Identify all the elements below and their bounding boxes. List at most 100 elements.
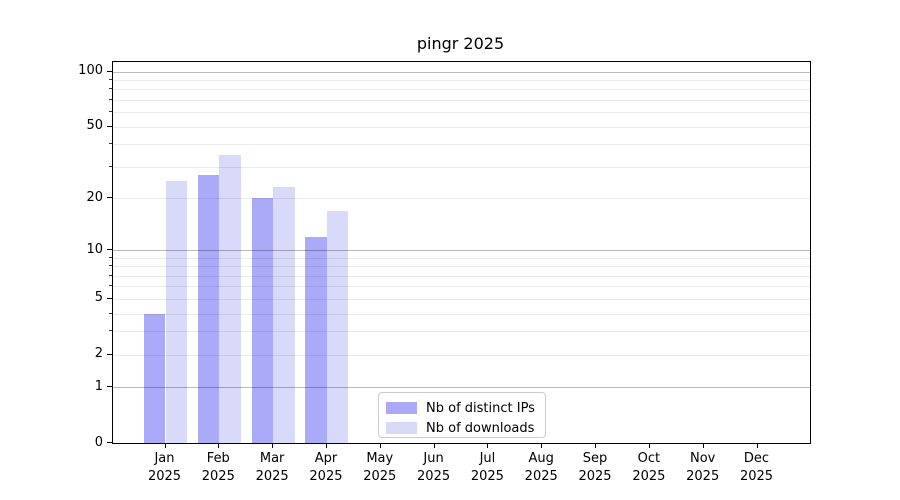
gridline-minor-5 bbox=[113, 298, 810, 300]
y-tick-20 bbox=[107, 197, 112, 199]
y-minortick-30 bbox=[109, 165, 112, 167]
y-tick-label-5: 5 bbox=[94, 290, 103, 306]
bar-downloads-feb bbox=[219, 154, 241, 443]
x-tick-month: Mar bbox=[259, 451, 285, 466]
bar-downloads-mar bbox=[273, 187, 295, 443]
legend-item-downloads: Nb of downloads bbox=[386, 420, 545, 436]
y-minortick-70 bbox=[109, 99, 112, 101]
gridline-major-10 bbox=[113, 250, 810, 252]
gridline-minor-80 bbox=[113, 89, 810, 91]
x-tick-year: 2025 bbox=[147, 468, 182, 484]
y-minortick-6 bbox=[109, 285, 112, 287]
x-tick-feb bbox=[218, 443, 220, 448]
bar-downloads-apr bbox=[326, 210, 349, 443]
x-tick-label-jul: Jul 2025 bbox=[447, 450, 527, 485]
gridline-minor-20 bbox=[113, 198, 810, 200]
gridline-minor-9 bbox=[113, 257, 810, 259]
bar-ips-apr bbox=[305, 236, 327, 443]
x-tick-label-feb: Feb 2025 bbox=[178, 450, 258, 485]
y-tick-label-2: 2 bbox=[94, 346, 103, 362]
x-tick-year: 2025 bbox=[309, 468, 343, 484]
x-tick-label-oct: Oct 2025 bbox=[609, 450, 689, 485]
y-tick-label-10: 10 bbox=[86, 241, 103, 257]
y-minortick-40 bbox=[109, 143, 112, 145]
x-tick-oct bbox=[648, 443, 650, 448]
y-tick-2 bbox=[107, 353, 112, 355]
gridline-minor-8 bbox=[113, 266, 810, 268]
x-tick-year: 2025 bbox=[417, 468, 451, 484]
x-tick-apr bbox=[325, 443, 327, 448]
x-tick-year: 2025 bbox=[201, 468, 235, 484]
x-tick-jun bbox=[433, 443, 435, 448]
legend: Nb of distinct IPs Nb of downloads bbox=[378, 392, 546, 438]
x-tick-sep bbox=[595, 443, 597, 448]
y-tick-10 bbox=[107, 249, 112, 251]
gridline-major-100 bbox=[113, 71, 810, 73]
y-minortick-90 bbox=[109, 79, 112, 81]
legend-swatch-distinct-ips bbox=[386, 402, 417, 414]
y-tick-1 bbox=[107, 386, 112, 388]
gridline-minor-50 bbox=[113, 126, 810, 128]
x-tick-label-jan: Jan 2025 bbox=[125, 450, 205, 485]
gridline-minor-70 bbox=[113, 100, 810, 102]
gridline-minor-30 bbox=[113, 166, 810, 168]
x-tick-year: 2025 bbox=[255, 468, 289, 484]
x-tick-month: Jul bbox=[479, 451, 496, 466]
legend-item-distinct-ips: Nb of distinct IPs bbox=[386, 400, 545, 416]
x-tick-year: 2025 bbox=[632, 468, 666, 484]
bar-downloads-jan bbox=[165, 180, 188, 443]
x-tick-month: Aug bbox=[528, 451, 554, 466]
x-tick-label-jun: Jun 2025 bbox=[394, 450, 474, 485]
y-tick-label-0: 0 bbox=[94, 434, 103, 450]
x-tick-month: Jan bbox=[154, 451, 175, 466]
legend-swatch-downloads bbox=[386, 422, 417, 434]
x-tick-month: May bbox=[366, 451, 394, 466]
bar-ips-mar bbox=[251, 198, 274, 443]
x-tick-nov bbox=[702, 443, 704, 448]
y-tick-5 bbox=[107, 297, 112, 299]
x-tick-dec bbox=[756, 443, 758, 448]
y-minortick-9 bbox=[109, 256, 112, 258]
x-tick-may bbox=[379, 443, 381, 448]
x-tick-month: Apr bbox=[314, 451, 338, 466]
gridline-minor-3 bbox=[113, 331, 810, 333]
x-tick-year: 2025 bbox=[686, 468, 720, 484]
x-tick-month: Dec bbox=[743, 451, 770, 466]
gridline-minor-40 bbox=[113, 144, 810, 146]
x-tick-label-nov: Nov 2025 bbox=[663, 450, 743, 485]
x-tick-jan bbox=[164, 443, 166, 448]
y-tick-label-1: 1 bbox=[94, 378, 103, 394]
y-tick-label-100: 100 bbox=[78, 63, 103, 79]
legend-label-distinct-ips: Nb of distinct IPs bbox=[426, 400, 535, 416]
y-minortick-80 bbox=[109, 88, 112, 90]
x-tick-label-apr: Apr 2025 bbox=[286, 450, 366, 485]
x-tick-jul bbox=[487, 443, 489, 448]
x-tick-year: 2025 bbox=[363, 468, 397, 484]
bar-ips-jan bbox=[143, 313, 166, 443]
y-tick-0 bbox=[107, 442, 112, 443]
gridline-minor-90 bbox=[113, 80, 810, 82]
y-minortick-7 bbox=[109, 274, 112, 276]
y-tick-label-50: 50 bbox=[86, 118, 103, 134]
gridline-minor-4 bbox=[113, 313, 810, 315]
y-tick-label-20: 20 bbox=[86, 189, 103, 205]
x-tick-mar bbox=[272, 443, 274, 448]
gridline-minor-2 bbox=[113, 354, 810, 356]
plot-area: Nb of distinct IPs Nb of downloads bbox=[112, 61, 811, 444]
x-tick-label-aug: Aug 2025 bbox=[501, 450, 581, 485]
legend-label-downloads: Nb of downloads bbox=[426, 420, 535, 436]
y-tick-50 bbox=[107, 125, 112, 127]
gridline-minor-7 bbox=[113, 275, 810, 277]
y-minortick-3 bbox=[109, 330, 112, 332]
x-tick-label-dec: Dec 2025 bbox=[717, 450, 797, 485]
gridline-minor-6 bbox=[113, 286, 810, 288]
x-tick-year: 2025 bbox=[739, 468, 774, 484]
y-minortick-60 bbox=[109, 111, 112, 113]
chart-title: pingr 2025 bbox=[416, 34, 505, 53]
gridline-minor-60 bbox=[113, 112, 810, 114]
x-tick-month: Sep bbox=[582, 451, 608, 466]
bar-ips-feb bbox=[197, 174, 220, 443]
x-tick-month: Nov bbox=[689, 451, 716, 466]
x-tick-aug bbox=[541, 443, 543, 448]
x-tick-year: 2025 bbox=[578, 468, 612, 484]
